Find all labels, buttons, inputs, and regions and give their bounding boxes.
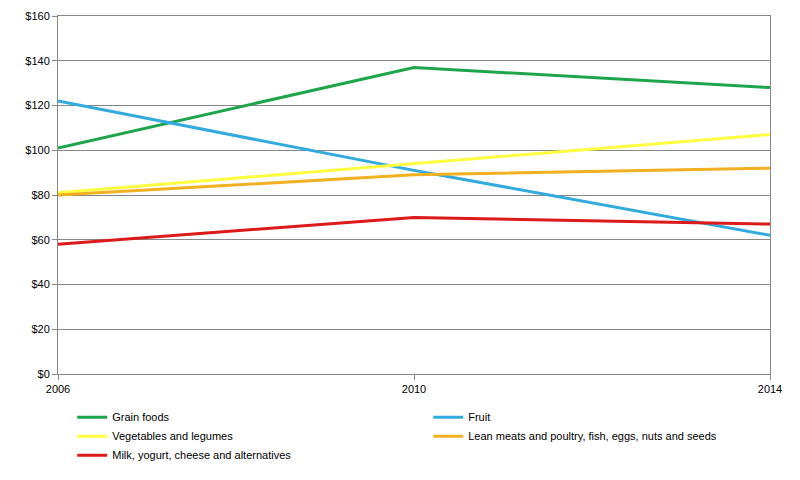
svg-text:$80: $80 (31, 189, 49, 201)
svg-text:$160: $160 (25, 10, 49, 22)
svg-text:$40: $40 (31, 278, 49, 290)
svg-text:Grain foods: Grain foods (112, 411, 169, 423)
svg-text:$20: $20 (31, 323, 49, 335)
svg-text:Vegetables and legumes: Vegetables and legumes (112, 430, 233, 442)
svg-text:$140: $140 (25, 55, 49, 67)
svg-text:$0: $0 (38, 368, 50, 380)
svg-text:2010: 2010 (402, 383, 426, 395)
svg-text:Milk, yogurt, cheese and alter: Milk, yogurt, cheese and alternatives (112, 449, 291, 461)
svg-text:Fruit: Fruit (468, 411, 490, 423)
svg-text:2006: 2006 (46, 383, 70, 395)
svg-text:2014: 2014 (758, 383, 782, 395)
svg-text:$100: $100 (25, 144, 49, 156)
svg-text:$60: $60 (31, 234, 49, 246)
svg-text:Lean meats and poultry, fish,: Lean meats and poultry, fish, eggs, nuts… (468, 430, 717, 442)
svg-text:$120: $120 (25, 99, 49, 111)
